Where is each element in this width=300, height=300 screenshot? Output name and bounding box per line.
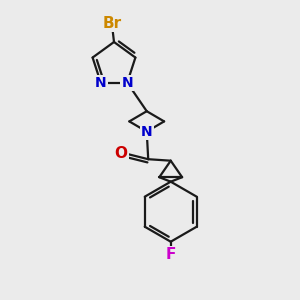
Text: N: N (95, 76, 106, 90)
Text: N: N (122, 76, 133, 90)
Text: Br: Br (103, 16, 122, 31)
Text: F: F (166, 247, 176, 262)
Text: O: O (115, 146, 128, 161)
Text: N: N (141, 124, 152, 139)
